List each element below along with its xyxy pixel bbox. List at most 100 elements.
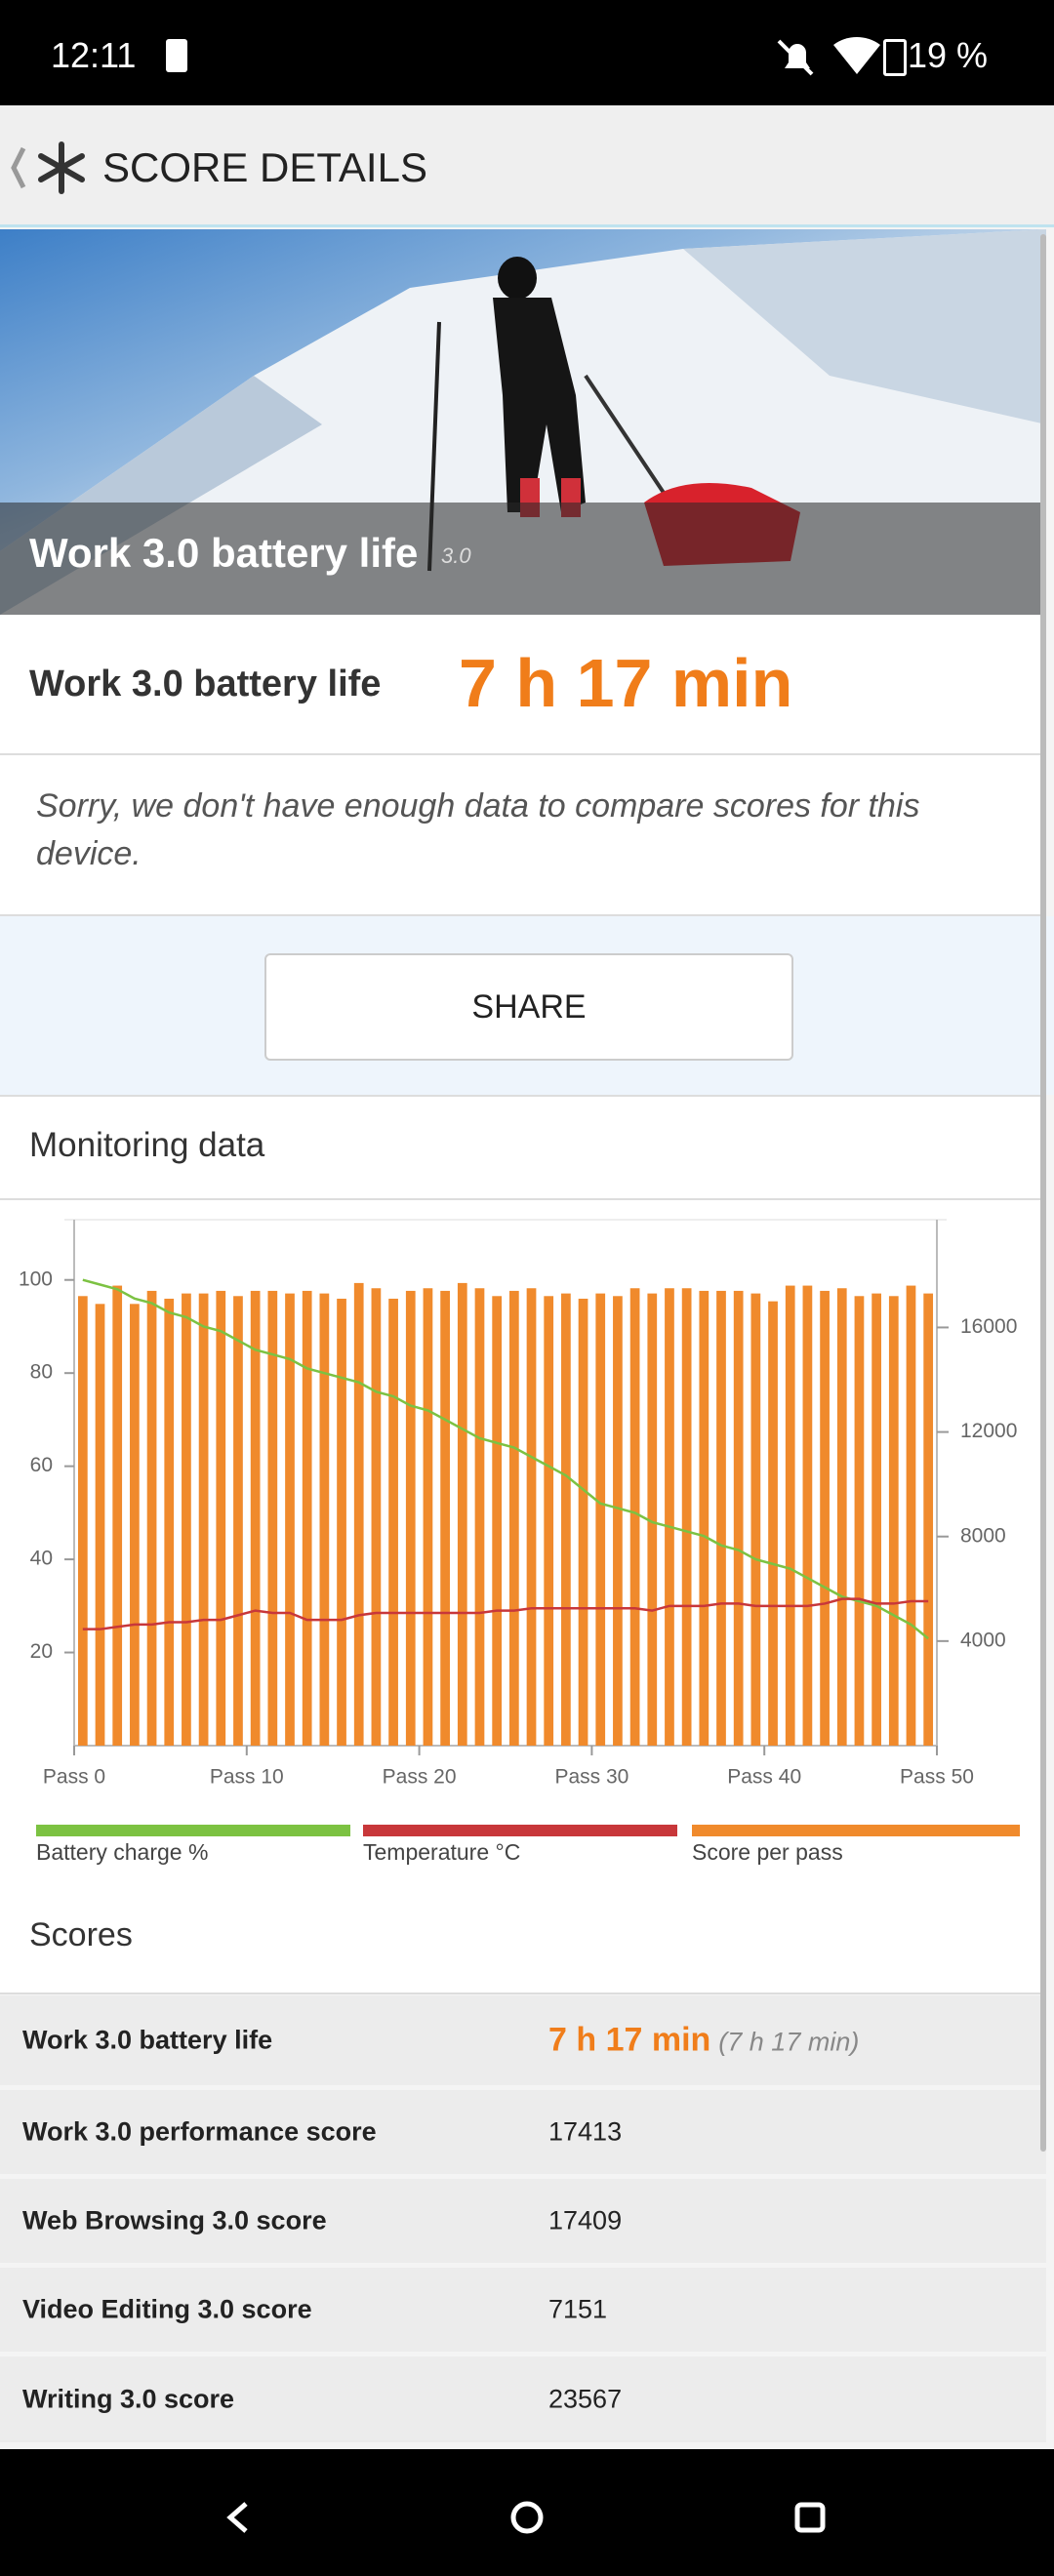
bar [716,1290,726,1746]
bar [164,1298,175,1746]
battery-icon [883,39,907,76]
y2-tick-label: 12000 [960,1420,1017,1442]
bar [872,1293,881,1746]
legend-swatch [36,1825,350,1836]
score-value-wrap: 7151 [548,2295,607,2325]
bar [233,1296,243,1746]
summary-label: Work 3.0 battery life [29,664,382,704]
y-tick-label: 100 [19,1268,53,1290]
x-tick-label: Pass 0 [43,1766,105,1789]
score-row: Work 3.0 battery life 7 h 17 min (7 h 17 m… [0,1995,1046,2085]
scores-table: Work 3.0 battery life 7 h 17 min (7 h 17 m… [0,1995,1046,2447]
summary-value: 7 h 17 min [459,645,793,721]
bar [337,1298,346,1746]
y-tick-label: 40 [30,1548,53,1570]
hero-band [0,503,1046,615]
chart: 20 40 60 80 100 4000 8000 12000 16000 Pass 0 Pass … [19,1219,1020,1865]
bar [112,1285,123,1746]
y-tick-label: 60 [30,1454,53,1476]
bar [353,1282,364,1746]
bar [474,1288,485,1746]
bar [440,1290,450,1746]
nav-back[interactable] [226,2502,248,2533]
score-value: 23567 [548,2384,623,2414]
battery-level: 19 % [908,35,989,75]
x-tick-label: Pass 50 [900,1766,974,1789]
x-tick-label: Pass 10 [210,1766,284,1789]
clock: 12:11 [51,35,137,75]
nav-home[interactable] [510,2501,544,2534]
bar [285,1293,295,1746]
bar [836,1288,847,1746]
legend-swatch [363,1825,677,1836]
divider [0,1992,1046,1994]
legend-label: Temperature °C [363,1839,520,1865]
bar [526,1288,537,1746]
score-label: Work 3.0 performance score [22,2116,377,2147]
bar [750,1293,761,1746]
score-label: Web Browsing 3.0 score [22,2205,327,2235]
score-label: Writing 3.0 score [22,2384,235,2414]
alert-icon [166,39,187,72]
bar [423,1288,433,1746]
bar [492,1296,503,1746]
bar [923,1293,934,1746]
bar [578,1298,588,1746]
bar [371,1288,382,1746]
bar [544,1296,554,1746]
bar [302,1290,312,1746]
score-row: Web Browsing 3.0 score 17409 [0,2179,1046,2263]
bar [319,1293,330,1746]
y2-tick-label: 8000 [960,1524,1006,1547]
bar [699,1290,709,1746]
bar [768,1301,778,1746]
score-label: Video Editing 3.0 score [22,2294,312,2324]
divider [0,1198,1046,1200]
hero-version: 3.0 [441,543,471,568]
y-tick-label: 20 [30,1640,53,1663]
bar [388,1298,398,1746]
note-box: Sorry, we don't have enough data to comp… [0,755,1046,916]
x-tick-label: Pass 40 [727,1766,801,1789]
status-bar: 12:11 19 % [0,0,1054,105]
line-series [82,1597,929,1630]
nav-recents[interactable] [794,2502,826,2533]
bar [146,1290,157,1746]
bar [888,1296,899,1746]
scrollbar [1040,234,1046,2152]
y-tick-label: 80 [30,1361,53,1384]
status-icons [777,37,880,76]
score-value: 7 h 17 min [548,2021,711,2059]
bar [250,1290,261,1746]
bar [267,1290,278,1746]
bar [681,1288,692,1746]
bar [95,1304,105,1746]
bar [665,1288,674,1746]
share-section: SHARE [0,916,1054,1095]
bar [854,1296,865,1746]
bar [77,1296,88,1746]
bar [198,1293,209,1746]
bar [802,1285,813,1746]
score-value: 17413 [548,2116,623,2147]
scores-title: Scores [29,1916,133,1953]
bar [216,1290,226,1746]
bar [629,1288,640,1746]
score-value-wrap: 7 h 17 min (7 h 17 min) [548,2022,859,2060]
bar [785,1285,795,1746]
bar [130,1304,140,1746]
score-value-wrap: 17413 [548,2117,622,2148]
bar [405,1290,416,1746]
monitoring-title: Monitoring data [29,1126,265,1164]
bar [647,1293,658,1746]
score-value-wrap: 17409 [548,2206,622,2236]
bar [508,1290,519,1746]
x-tick-label: Pass 20 [383,1766,457,1789]
share-button[interactable]: SHARE [264,953,793,1061]
nav-bar [0,2449,1054,2576]
note-text: Sorry, we don't have enough data to comp… [36,787,920,872]
back-logo[interactable] [8,141,96,195]
hero-title: Work 3.0 battery life [29,530,419,576]
legend-label: Score per pass [692,1839,843,1865]
